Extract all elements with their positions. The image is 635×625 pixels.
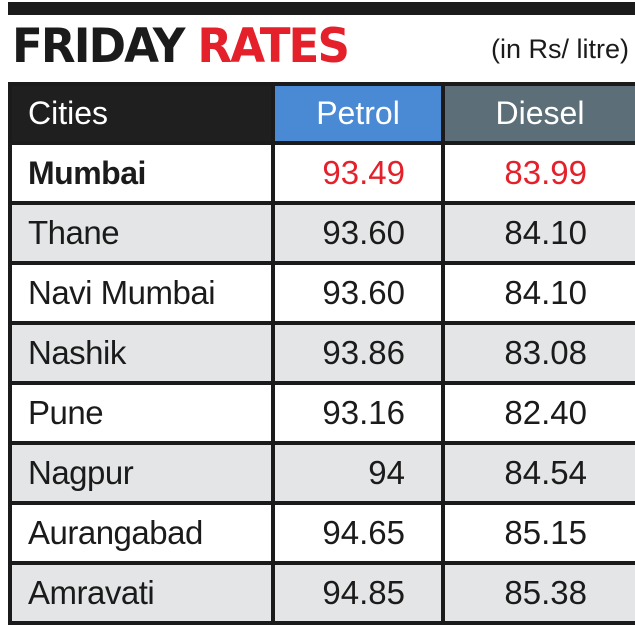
diesel-cell: 83.99 xyxy=(443,141,635,203)
diesel-cell: 83.08 xyxy=(443,321,635,383)
petrol-cell: 93.86 xyxy=(273,321,445,383)
table-row: Navi Mumbai 93.60 84.10 xyxy=(10,261,635,323)
table-row: Nagpur 94 84.54 xyxy=(10,441,635,503)
city-cell: Amravati xyxy=(10,561,275,623)
table-row: Pune 93.16 82.40 xyxy=(10,381,635,443)
petrol-cell: 93.49 xyxy=(273,141,445,203)
diesel-cell: 84.10 xyxy=(443,261,635,323)
title-word-friday: FRIDAY xyxy=(12,19,185,74)
table-row: Amravati 94.85 85.38 xyxy=(10,561,635,623)
fuel-rates-table: Cities Petrol Diesel Mumbai 93.49 83.99 … xyxy=(8,82,635,625)
title-word-rates: RATES xyxy=(197,19,350,74)
diesel-cell: 85.15 xyxy=(443,501,635,563)
header-row: Cities Petrol Diesel xyxy=(10,84,635,143)
petrol-cell: 93.16 xyxy=(273,381,445,443)
diesel-cell: 85.38 xyxy=(443,561,635,623)
city-cell: Navi Mumbai xyxy=(10,261,275,323)
city-cell: Aurangabad xyxy=(10,501,275,563)
table-row: Nashik 93.86 83.08 xyxy=(10,321,635,383)
unit-label: (in Rs/ litre) xyxy=(490,34,629,64)
petrol-cell: 93.60 xyxy=(273,201,445,263)
diesel-cell: 84.54 xyxy=(443,441,635,503)
petrol-cell: 94.85 xyxy=(273,561,445,623)
header-cities: Cities xyxy=(10,84,275,143)
city-cell: Nagpur xyxy=(10,441,275,503)
header-petrol: Petrol xyxy=(273,84,445,143)
header-diesel: Diesel xyxy=(443,84,635,143)
diesel-cell: 82.40 xyxy=(443,381,635,443)
city-cell: Thane xyxy=(10,201,275,263)
table-row: Thane 93.60 84.10 xyxy=(10,201,635,263)
diesel-cell: 84.10 xyxy=(443,201,635,263)
chart-title: FRIDAY RATES xyxy=(12,16,350,78)
city-cell: Mumbai xyxy=(10,141,275,203)
city-cell: Nashik xyxy=(10,321,275,383)
petrol-cell: 94 xyxy=(273,441,445,503)
top-rule xyxy=(8,2,635,15)
petrol-cell: 93.60 xyxy=(273,261,445,323)
table-row: Mumbai 93.49 83.99 xyxy=(10,141,635,203)
petrol-cell: 94.65 xyxy=(273,501,445,563)
city-cell: Pune xyxy=(10,381,275,443)
table-row: Aurangabad 94.65 85.15 xyxy=(10,501,635,563)
